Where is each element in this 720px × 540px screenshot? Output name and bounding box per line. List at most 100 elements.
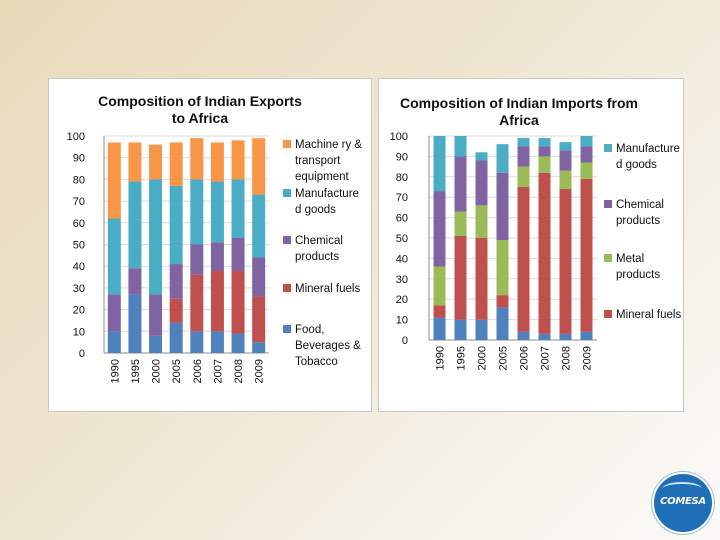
exports-bar-segment-2007-s4 [210,142,224,182]
exports-bar-segment-2009-s1 [252,296,266,343]
exports-legend-label-s3: Manufacture [295,188,359,200]
imports-bar-segment-2009-s2 [580,162,593,179]
exports-bar-segment-2005-s3 [169,185,183,265]
exports-x-tick-label-2006: 2006 [192,359,204,383]
imports-legend-label-s1: Mineral fuels [616,309,681,321]
exports-bar-segment-2000-s3 [149,179,163,295]
exports-bar-segment-2007-s2 [210,242,224,271]
imports-y-tick-label: 80 [396,172,408,184]
imports-x-tick-label-2009: 2009 [582,346,594,370]
imports-legend-swatch-s2 [604,254,612,262]
imports-y-tick-label: 0 [402,335,408,347]
imports-y-tick-label: 60 [396,213,408,225]
imports-legend-swatch-s1 [604,310,612,318]
imports-bar-segment-2000-s0 [475,319,488,340]
exports-bar-segment-1995-s2 [128,268,142,295]
exports-y-tick-label: 90 [73,153,85,165]
exports-x-tick-label-2000: 2000 [151,359,163,383]
imports-bar-segment-2008-s2 [559,170,572,190]
imports-bar-segment-2008-s0 [559,333,572,340]
exports-bar-segment-2005-s2 [169,264,183,299]
exports-legend-label-s2: Chemical [295,235,343,247]
imports-x-tick-label-2008: 2008 [561,346,573,370]
exports-legend-label-s1: Mineral fuels [295,283,360,295]
imports-x-tick-label-2006: 2006 [519,346,531,370]
imports-bar-segment-2005-s3 [496,172,509,241]
exports-legend-swatch-s2 [283,236,291,244]
imports-bar-segment-1990-s1 [433,305,446,318]
exports-legend-swatch-s4 [283,140,291,148]
exports-x-tick-label-1990: 1990 [109,359,121,383]
imports-bar-segment-1995-s2 [454,211,467,236]
exports-bar-segment-2009-s0 [252,342,266,353]
exports-bar-segment-2007-s3 [210,181,224,243]
exports-bar-segment-1995-s0 [128,294,142,353]
imports-x-tick-label-2005: 2005 [498,346,510,370]
exports-y-tick-label: 80 [73,174,85,186]
imports-legend-label-s3: products [616,215,660,227]
imports-bar-segment-1990-s0 [433,317,446,340]
exports-legend-label-s4: equipment [295,171,350,183]
imports-bar-segment-1995-s1 [454,235,467,320]
imports-bar-segment-2009-s1 [580,178,593,332]
exports-y-tick-label: 20 [73,305,85,317]
exports-y-tick-label: 100 [67,131,85,143]
imports-bar-segment-1990-s3 [433,191,446,267]
exports-title-line-1: Composition of Indian Exports [98,93,302,109]
exports-bar-segment-1990-s2 [107,294,121,332]
imports-bar-segment-2007-s2 [538,156,551,173]
exports-bar-segment-2007-s0 [210,331,224,353]
imports-bar-segment-2007-s4 [538,138,551,147]
exports-chart: 0 10 20 30 40 50 60 70 80 90 100 1990 1995 2000 2005 20… [67,131,363,383]
imports-bar-segment-1995-s3 [454,156,467,212]
imports-bar-segment-2006-s3 [517,146,530,167]
logo-text: COMESA [660,496,706,507]
exports-y-tick-label: 30 [73,283,85,295]
imports-legend-label-s4: d goods [616,159,657,171]
imports-bar-segment-2007-s1 [538,172,551,334]
exports-y-tick-label: 70 [73,196,85,208]
imports-bar-segment-2005-s0 [496,307,509,340]
exports-bar-segment-2008-s3 [231,179,245,238]
imports-bar-segment-2009-s0 [580,331,593,340]
exports-bar-segment-2006-s2 [190,244,204,275]
imports-bar-segment-2000-s1 [475,238,488,320]
exports-bar-segment-2006-s0 [190,331,204,353]
exports-legend-swatch-s3 [283,189,291,197]
imports-legend-label-s3: Chemical [616,199,664,211]
exports-legend-swatch-s1 [283,284,291,292]
exports-x-tick-label-2009: 2009 [254,359,266,383]
imports-y-tick-label: 10 [396,315,408,327]
imports-bar-segment-1995-s4 [454,136,467,157]
imports-chart-title: Composition of Indian Imports from Afric… [367,95,671,129]
exports-bar-segment-2008-s4 [231,140,245,180]
imports-y-tick-label: 40 [396,253,408,265]
imports-bar-segment-2008-s3 [559,150,572,171]
logo-wave-icon [662,482,702,496]
exports-legend-label-s4: Machine ry & [295,139,362,151]
imports-legend-label-s4: Manufacture [616,143,680,155]
imports-bar-segment-2006-s2 [517,166,530,187]
exports-legend-label-s0: Food, [295,324,324,336]
comesa-logo: COMESA [652,472,714,534]
exports-y-tick-label: 40 [73,261,85,273]
imports-x-tick-label-1995: 1995 [456,346,468,370]
imports-bar-segment-2009-s3 [580,146,593,163]
imports-title-line-2: Africa [499,112,539,128]
exports-y-tick-label: 10 [73,326,85,338]
imports-bar-segment-2005-s2 [496,240,509,296]
exports-bar-segment-1990-s3 [107,218,121,295]
exports-legend-label-s0: Tobacco [295,356,338,368]
exports-bar-segment-2000-s4 [149,144,163,180]
exports-bar-segment-2006-s4 [190,138,204,180]
imports-y-tick-label: 100 [390,131,408,143]
exports-bar-segment-2005-s0 [169,322,183,353]
exports-bar-segment-2006-s1 [190,274,204,332]
imports-bar-segment-2009-s4 [580,136,593,147]
exports-bar-segment-1995-s4 [128,142,142,182]
exports-bar-segment-2005-s1 [169,298,183,323]
exports-legend-label-s2: products [295,251,339,263]
imports-x-tick-label-2007: 2007 [540,346,552,370]
exports-bar-segment-2007-s1 [210,270,224,332]
imports-chart: 0 10 20 30 40 50 60 70 80 90 100 1990 1995 2000 2005 20… [390,131,682,370]
